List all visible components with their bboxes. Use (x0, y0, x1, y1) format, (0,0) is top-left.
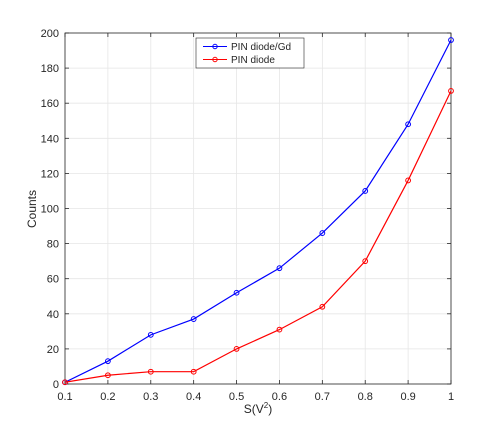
x-tick-label: 0.2 (100, 391, 115, 403)
y-tick-label: 140 (41, 133, 59, 145)
x-axis-ticks: 0.1 0.2 0.3 0.4 0.5 0.6 0.7 0.8 0.9 1 (57, 33, 454, 403)
legend-label-pin-diode: PIN diode (231, 55, 275, 66)
y-axis-label: Counts (25, 190, 39, 228)
x-tick-label: 0.4 (186, 391, 201, 403)
x-tick-label: 0.9 (400, 391, 415, 403)
legend-box (195, 37, 305, 69)
x-axis-label-superscript: 2 (264, 401, 269, 410)
x-tick-label: 0.8 (358, 391, 373, 403)
y-tick-label: 160 (41, 98, 59, 110)
y-tick-label: 100 (41, 204, 59, 216)
series-line-pin-diode (64, 90, 452, 383)
y-tick-label: 20 (47, 344, 59, 356)
x-tick-label: 0.5 (229, 391, 244, 403)
x-tick-label: 0.3 (143, 391, 158, 403)
y-tick-label: 60 (47, 274, 59, 286)
x-tick-label: 0.6 (272, 391, 287, 403)
legend-marker-pin-diode-gd (212, 43, 218, 50)
x-tick-label: 1 (448, 391, 454, 403)
series-group (62, 37, 454, 386)
data-point-pin-diode (276, 326, 283, 333)
y-tick-label: 80 (47, 239, 59, 251)
y-tick-label: 200 (41, 28, 59, 40)
data-point-pin-diode (147, 368, 154, 375)
x-axis-label: S(V2) (244, 401, 272, 416)
data-point-pin-diode-gd (448, 37, 454, 43)
y-tick-label: 40 (47, 309, 59, 321)
data-point-pin-diode (104, 372, 111, 379)
data-point-pin-diode-gd (276, 265, 283, 272)
x-axis-label-suffix: ) (268, 402, 272, 416)
data-point-pin-diode-gd (319, 230, 326, 236)
legend-marker-pin-diode (212, 56, 218, 63)
y-tick-label: 0 (53, 379, 59, 391)
legend: PIN diode/Gd PIN diode (195, 37, 305, 69)
data-point-pin-diode-gd (362, 188, 369, 194)
data-point-pin-diode-gd (147, 331, 154, 338)
y-axis-ticks: 0 20 40 60 80 100 120 140 160 180 200 (41, 28, 451, 391)
legend-label-pin-diode-gd: PIN diode/Gd (231, 42, 291, 53)
series-line-pin-diode-gd (64, 39, 452, 383)
data-point-pin-diode (62, 379, 68, 386)
data-point-pin-diode (233, 346, 240, 352)
data-point-pin-diode (448, 88, 454, 94)
data-point-pin-diode (190, 368, 197, 375)
y-tick-label: 120 (41, 168, 59, 180)
data-point-pin-diode (405, 177, 412, 184)
data-point-pin-diode (362, 258, 369, 265)
data-point-pin-diode-gd (233, 289, 240, 296)
data-point-pin-diode-gd (104, 358, 111, 365)
data-point-pin-diode-gd (405, 121, 412, 128)
x-tick-label: 0.1 (57, 391, 72, 403)
x-axis-label-main: S(V (244, 402, 264, 416)
data-point-pin-diode (319, 303, 326, 310)
x-tick-label: 0.7 (315, 391, 330, 403)
y-tick-label: 180 (41, 63, 59, 75)
data-point-pin-diode-gd (190, 316, 197, 322)
